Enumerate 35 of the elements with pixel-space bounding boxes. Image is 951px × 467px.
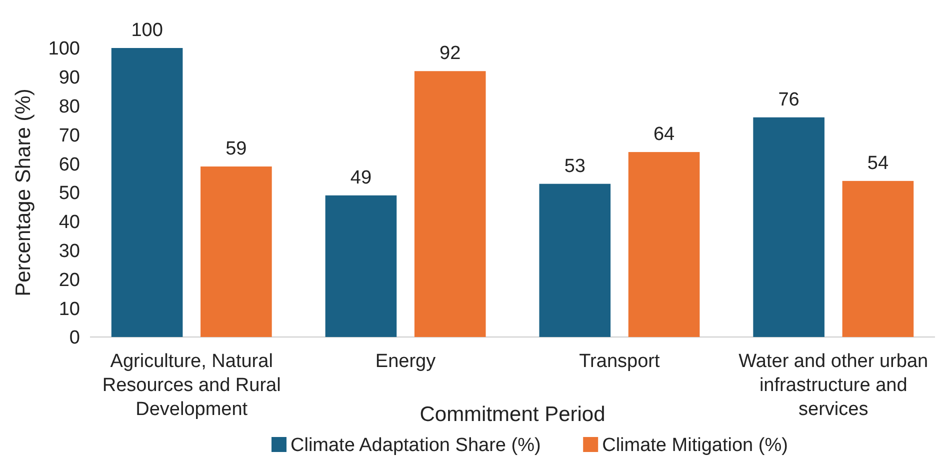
y-axis-title: Percentage Share (%): [12, 88, 35, 296]
data-label: 76: [778, 89, 800, 110]
bar: [753, 117, 824, 337]
y-tick-label: 50: [58, 183, 80, 204]
bar: [200, 166, 272, 337]
y-tick-label: 70: [58, 125, 80, 146]
y-tick-label: 90: [58, 68, 80, 89]
bar: [539, 184, 611, 337]
bar: [414, 71, 486, 337]
data-label: 53: [564, 156, 586, 177]
y-tick-label: 60: [58, 154, 80, 176]
x-tick-label: Energy: [375, 351, 436, 372]
data-label: 59: [226, 138, 247, 160]
legend-label: Climate Adaptation Share (%): [290, 435, 541, 456]
y-tick-label: 10: [58, 298, 80, 320]
data-label: 64: [653, 124, 676, 146]
data-label: 49: [350, 167, 372, 188]
y-tick-label: 20: [58, 270, 80, 291]
x-tick-label: Water and other urban infrastructure and services: [738, 351, 928, 420]
y-tick-label: 80: [58, 96, 80, 118]
bar: [842, 180, 914, 337]
data-label: 100: [131, 20, 163, 41]
y-tick-label: 40: [58, 212, 80, 234]
bar: [325, 195, 397, 337]
x-tick-label: Transport: [579, 351, 660, 372]
data-label: 92: [440, 43, 461, 64]
bar: [111, 48, 183, 337]
y-tick-label: 30: [58, 240, 80, 262]
y-tick-label: 0: [69, 328, 80, 349]
bar: [628, 152, 700, 337]
legend-label: Climate Mitigation (%): [602, 435, 788, 456]
x-axis-title: Commitment Period: [420, 403, 606, 426]
y-tick-label: 100: [48, 38, 80, 60]
data-label: 54: [867, 152, 889, 174]
x-tick-label: Agriculture, Natural Resources and Rural Development: [102, 351, 281, 420]
